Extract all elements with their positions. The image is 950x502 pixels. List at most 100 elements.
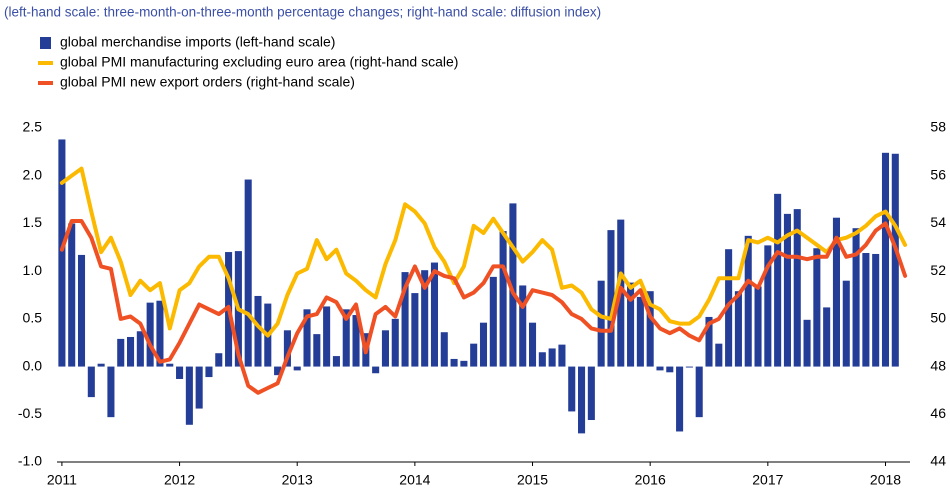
bar [695, 366, 703, 418]
bar [185, 366, 193, 425]
bar [764, 245, 772, 367]
y2-tick-label: 44 [930, 453, 946, 469]
bar [597, 280, 605, 367]
y2-tick-label: 52 [930, 262, 946, 278]
bar [636, 296, 644, 367]
bar [676, 366, 684, 432]
bar [146, 302, 154, 367]
bar [666, 366, 674, 373]
legend-label: global PMI manufacturing excluding euro … [60, 54, 458, 70]
chart-subtitle: (left-hand scale: three-month-on-three-m… [4, 5, 601, 20]
bar [774, 193, 782, 367]
y2-tick-label: 56 [930, 166, 946, 182]
bar [87, 366, 95, 398]
bar [244, 179, 252, 367]
bar [156, 300, 164, 367]
y-tick-label: 0.0 [23, 357, 43, 373]
bar [832, 217, 840, 367]
bar [303, 309, 311, 367]
bar [715, 343, 723, 367]
x-tick-label: 2017 [752, 472, 783, 488]
bar [352, 315, 360, 367]
bar [499, 231, 507, 367]
bar [205, 366, 213, 378]
bar [470, 343, 478, 367]
y-tick-label: 1.5 [23, 214, 43, 230]
bar [783, 213, 791, 367]
bar [627, 282, 635, 367]
y-tick-label: 2.0 [23, 166, 43, 182]
y2-tick-label: 54 [930, 214, 946, 230]
bar [891, 153, 899, 367]
bar [852, 228, 860, 367]
bar [754, 286, 762, 367]
bar [528, 322, 537, 367]
bar [460, 360, 468, 367]
bar [342, 309, 350, 367]
bar [77, 254, 86, 367]
bar [401, 272, 409, 367]
y2-tick-label: 46 [930, 405, 946, 421]
legend-swatch [40, 37, 51, 49]
bar [578, 366, 586, 434]
bar [823, 307, 831, 367]
bar [430, 262, 439, 367]
bar [283, 330, 291, 367]
y-tick-label: -0.5 [18, 405, 42, 421]
bar [705, 316, 713, 367]
bar [881, 152, 890, 367]
bar [862, 253, 870, 367]
bar [548, 348, 556, 367]
bar [107, 366, 115, 418]
bar [509, 203, 517, 367]
bar [656, 366, 664, 371]
line [59, 219, 908, 395]
bar [558, 344, 566, 367]
bar [381, 330, 389, 367]
bar [332, 356, 340, 367]
bar [372, 366, 380, 374]
y2-tick-label: 48 [930, 357, 946, 373]
bar [274, 366, 282, 376]
legend-label: global merchandise imports (left-hand sc… [60, 34, 335, 50]
x-tick-label: 2011 [47, 472, 77, 488]
y2-tick-label: 50 [930, 310, 946, 326]
bar [176, 366, 184, 379]
bar [136, 331, 144, 367]
bar [685, 366, 693, 368]
y-tick-label: 2.5 [23, 119, 43, 135]
bar [391, 318, 399, 367]
bar [68, 223, 76, 367]
y-tick-label: 0.5 [23, 310, 43, 326]
bar [195, 366, 203, 409]
y-tick-label: 1.0 [23, 262, 43, 278]
bar [58, 139, 66, 367]
bar [127, 336, 135, 367]
x-tick-label: 2018 [870, 472, 901, 488]
line [59, 166, 908, 338]
y2-tick-label: 58 [930, 119, 946, 135]
bar [479, 322, 488, 367]
bar [872, 253, 880, 367]
bar [215, 353, 223, 367]
bar [813, 248, 821, 367]
bar [842, 280, 850, 367]
bar [450, 358, 458, 367]
x-tick-label: 2013 [282, 472, 313, 488]
bar [519, 285, 527, 367]
bar [568, 366, 576, 412]
bar [646, 291, 654, 367]
x-tick-label: 2016 [635, 472, 666, 488]
bar [793, 209, 801, 367]
bar [254, 295, 262, 367]
bar [166, 363, 174, 367]
bar [293, 366, 301, 371]
x-tick-label: 2012 [164, 472, 195, 488]
bar [411, 293, 419, 367]
y-tick-label: -1.0 [18, 453, 42, 469]
x-tick-label: 2015 [517, 472, 548, 488]
bar [803, 319, 811, 367]
bar [607, 230, 615, 367]
